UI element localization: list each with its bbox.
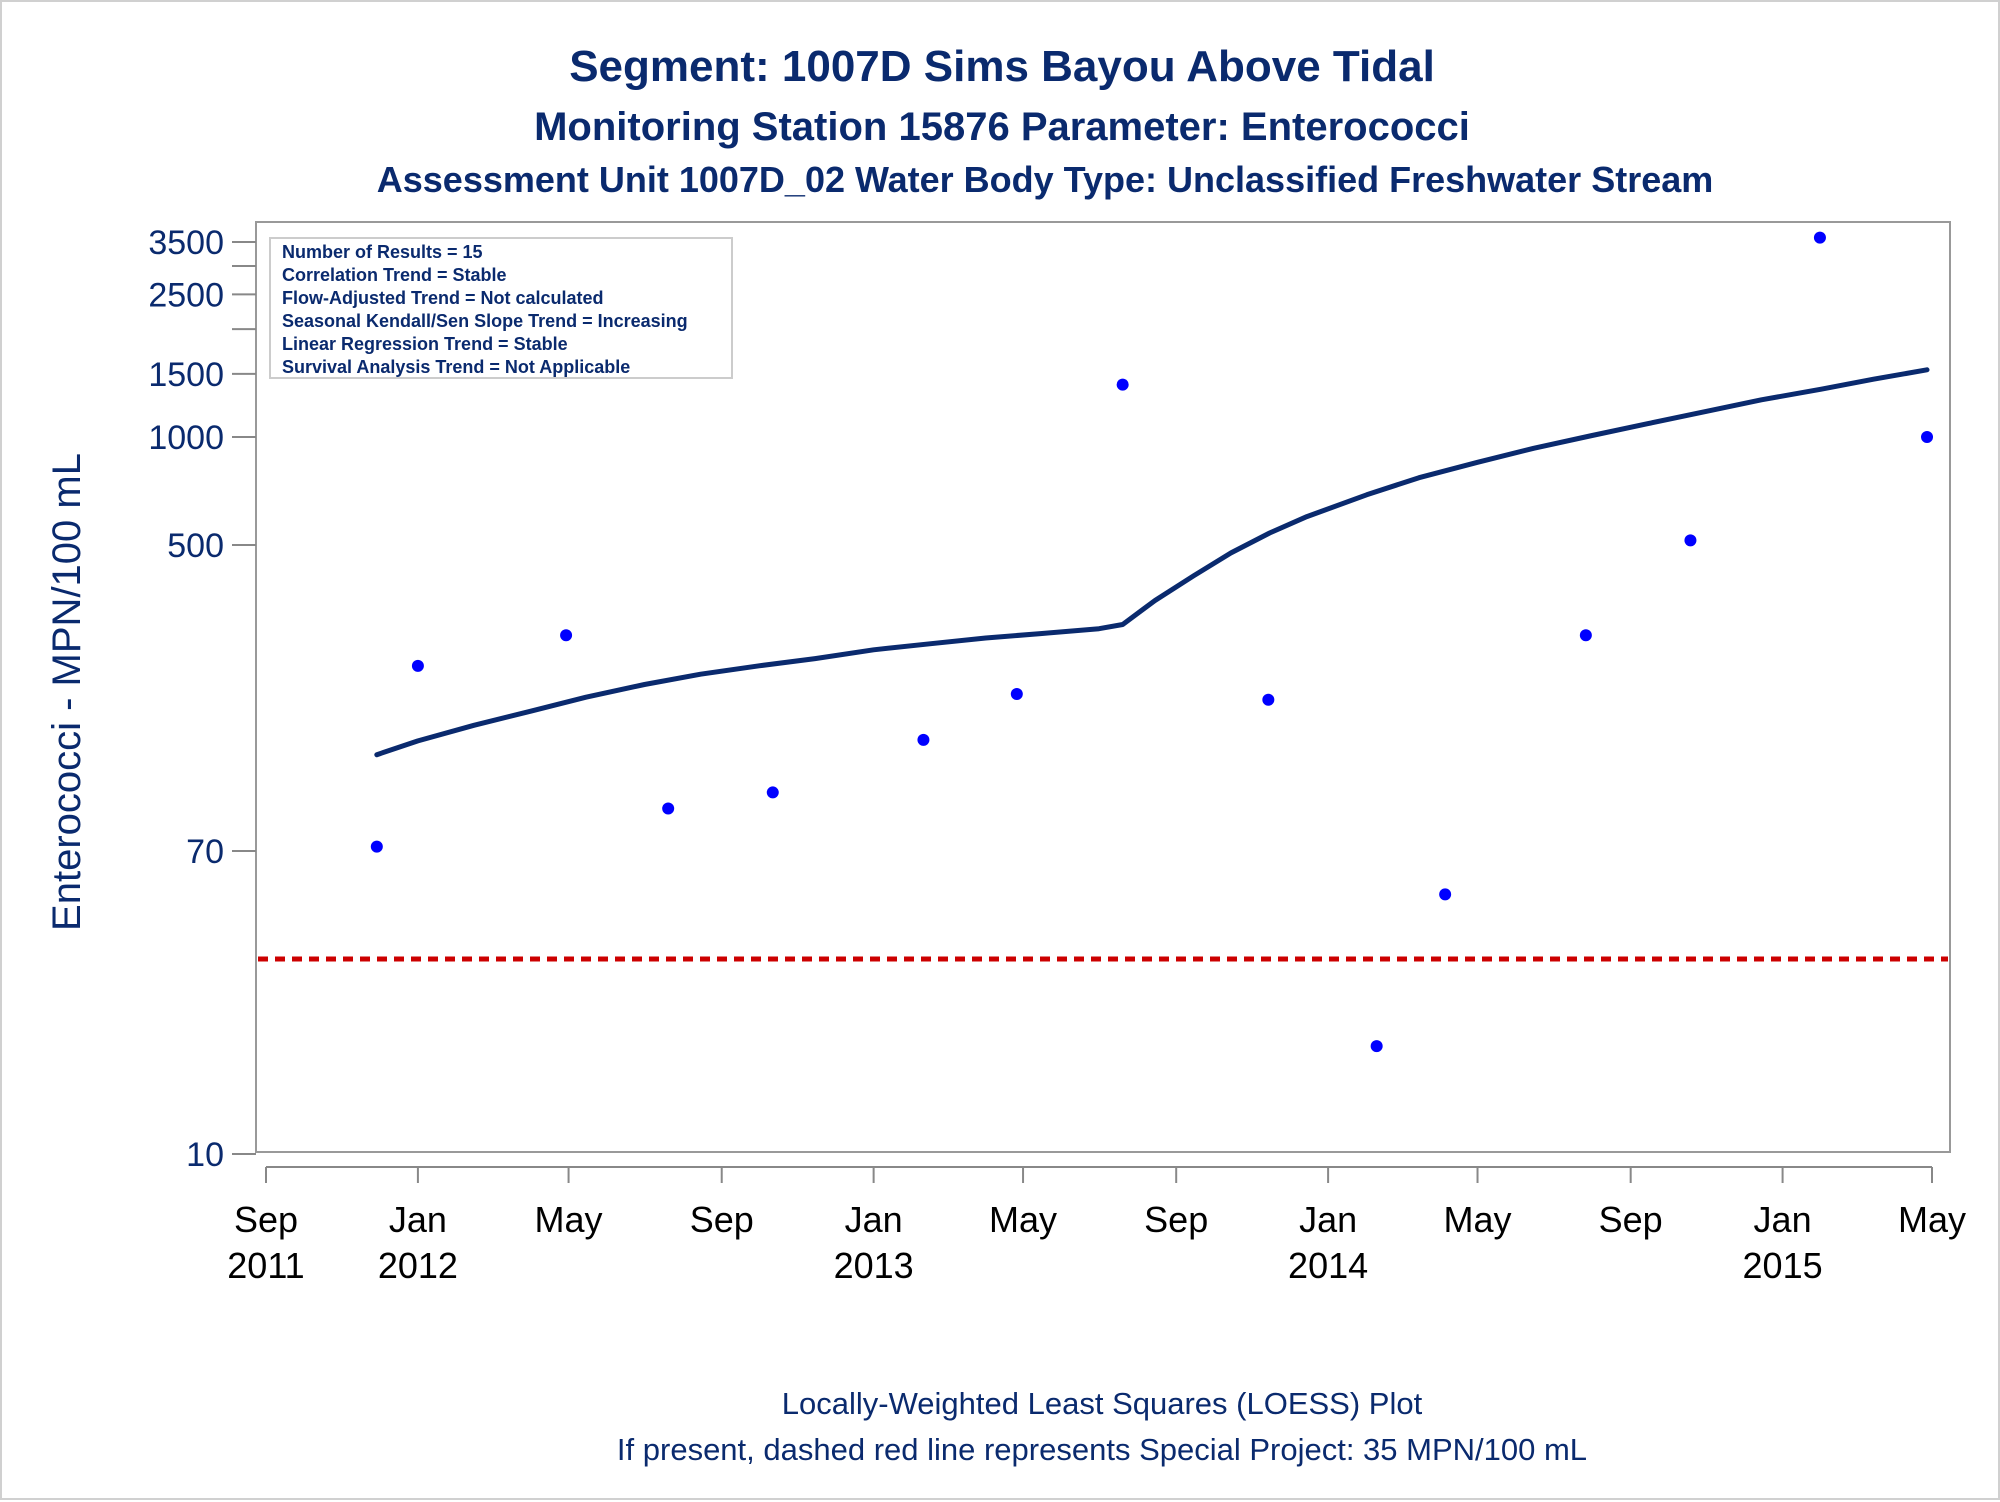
stats-box-border: [269, 237, 733, 379]
x-tick-label-month: May: [1898, 1199, 1966, 1240]
data-point: [1116, 378, 1129, 391]
stats-line-correlation: Correlation Trend = Stable: [282, 265, 507, 285]
data-point: [1921, 431, 1934, 444]
data-point: [917, 733, 930, 746]
x-tick-label-month: Jan: [845, 1199, 903, 1240]
footnote-loess: Locally-Weighted Least Squares (LOESS) P…: [782, 1386, 1423, 1421]
y-tick-label: 1000: [148, 419, 224, 457]
data-point: [1010, 687, 1023, 700]
footnote-reference: If present, dashed red line represents S…: [617, 1432, 1587, 1467]
stats-line-results: Number of Results = 15: [282, 242, 483, 262]
chart-subtitle: Monitoring Station 15876 Parameter: Ente…: [534, 105, 1470, 149]
x-tick-label-year: 2012: [378, 1245, 458, 1286]
y-tick-label: 500: [167, 527, 224, 565]
stats-line-seasonal-kendall: Seasonal Kendall/Sen Slope Trend = Incre…: [282, 311, 688, 331]
x-axis: Sep 2011 Jan 2012 May Sep Jan 2013 May Sep Jan 2014…: [227, 1166, 1966, 1286]
x-tick-label-month: Sep: [690, 1199, 754, 1240]
y-axis: 10 70 500 1000 1500 2500 3500: [148, 224, 256, 1174]
data-point: [1684, 534, 1697, 547]
x-tick-label-month: Jan: [389, 1199, 447, 1240]
x-tick-label-month: Sep: [1144, 1199, 1208, 1240]
x-tick-label-month: Sep: [1599, 1199, 1663, 1240]
data-point: [1439, 888, 1452, 901]
x-tick-label-month: Jan: [1754, 1199, 1812, 1240]
x-tick-label-year: 2013: [834, 1245, 914, 1286]
data-point: [766, 786, 779, 799]
y-tick-label: 1500: [148, 356, 224, 394]
loess-line: [374, 367, 1930, 758]
points-group: [370, 231, 1934, 1053]
x-tick-label-month: Jan: [1299, 1199, 1357, 1240]
data-point: [1262, 693, 1275, 706]
y-tick-label: 70: [186, 833, 224, 871]
stats-line-flow-adjusted: Flow-Adjusted Trend = Not calculated: [282, 288, 604, 308]
stats-box: Number of Results = 15 Correlation Trend…: [269, 237, 733, 379]
data-point: [560, 629, 573, 642]
plot-area: [255, 221, 1951, 1153]
x-tick-label-year: 2011: [227, 1245, 304, 1286]
x-tick-label-year: 2015: [1743, 1245, 1823, 1286]
x-tick-label-month: May: [1444, 1199, 1512, 1240]
data-point: [411, 659, 424, 672]
loess-group: [374, 367, 1930, 758]
x-tick-label-month: May: [535, 1199, 603, 1240]
y-tick-label: 10: [186, 1136, 224, 1174]
data-point: [662, 802, 675, 815]
data-point: [1579, 629, 1592, 642]
x-tick-label-month: Sep: [234, 1199, 298, 1240]
stats-line-linear-regression: Linear Regression Trend = Stable: [282, 334, 568, 354]
data-point: [370, 840, 383, 853]
data-point: [1370, 1040, 1383, 1053]
stats-line-survival: Survival Analysis Trend = Not Applicable: [282, 357, 630, 377]
chart-title: Segment: 1007D Sims Bayou Above Tidal: [569, 42, 1435, 91]
data-point: [1813, 231, 1826, 244]
y-tick-label: 2500: [148, 276, 224, 314]
chart-subtitle-2: Assessment Unit 1007D_02 Water Body Type…: [377, 159, 1714, 200]
y-axis-label: Enterococci - MPN/100 mL: [45, 453, 89, 931]
y-tick-label: 3500: [148, 224, 224, 262]
x-tick-label-month: May: [989, 1199, 1057, 1240]
x-tick-label-year: 2014: [1288, 1245, 1368, 1286]
